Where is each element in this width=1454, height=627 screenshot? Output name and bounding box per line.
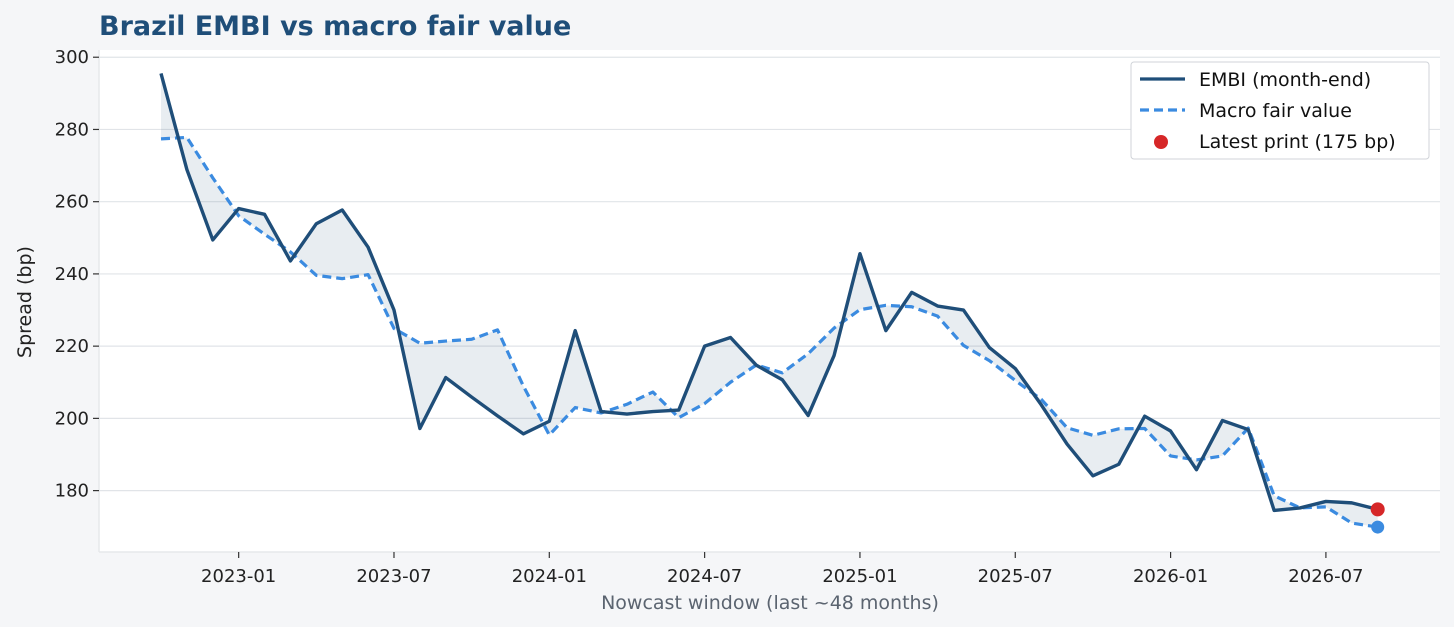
x-tick-label-2025-07: 2025-07 [978, 566, 1053, 587]
series-lines [159, 73, 1379, 529]
x-tick-label-2025-01: 2025-01 [822, 566, 897, 587]
y-tick-label-220: 220 [55, 336, 89, 357]
latest-fair-point [1371, 520, 1385, 534]
series-line-fair-value [160, 135, 1378, 529]
y-ticks: 180 200 220 240 260 280 300 [55, 47, 99, 502]
y-axis-label: Spread (bp) [14, 246, 36, 358]
latest-embi-point [1370, 502, 1385, 517]
x-ticks: 2023-01 2023-07 2024-01 2024-07 2025-01 2025-… [201, 552, 1364, 587]
x-axis-label: Nowcast window (last ~48 months) [601, 592, 939, 614]
y-tick-label-240: 240 [55, 264, 89, 285]
y-tick-label-300: 300 [55, 47, 89, 68]
y-tick-label-200: 200 [55, 408, 89, 429]
legend-latest-label: Latest print (175 bp) [1199, 131, 1396, 153]
x-tick-label-2026-07: 2026-07 [1288, 566, 1363, 587]
chart-title: Brazil EMBI vs macro fair value [99, 11, 571, 42]
latest-points [1370, 502, 1385, 534]
legend-embi-label: EMBI (month-end) [1199, 69, 1371, 91]
x-tick-label-2023-01: 2023-01 [201, 566, 276, 587]
x-tick-label-2024-07: 2024-07 [667, 566, 742, 587]
legend-latest-swatch [1154, 135, 1168, 149]
series-line-embi [159, 73, 1379, 513]
y-tick-label-260: 260 [55, 192, 89, 213]
x-tick-label-2024-01: 2024-01 [512, 566, 587, 587]
legend-fair-label: Macro fair value [1199, 100, 1352, 122]
x-tick-label-2026-01: 2026-01 [1133, 566, 1208, 587]
legend-box [1130, 61, 1430, 160]
y-tick-label-180: 180 [55, 481, 89, 502]
x-tick-label-2023-07: 2023-07 [356, 566, 431, 587]
axes [98, 50, 1440, 553]
legend: EMBI (month-end) Macro fair value Latest… [1130, 61, 1430, 160]
y-tick-label-280: 280 [55, 119, 89, 140]
